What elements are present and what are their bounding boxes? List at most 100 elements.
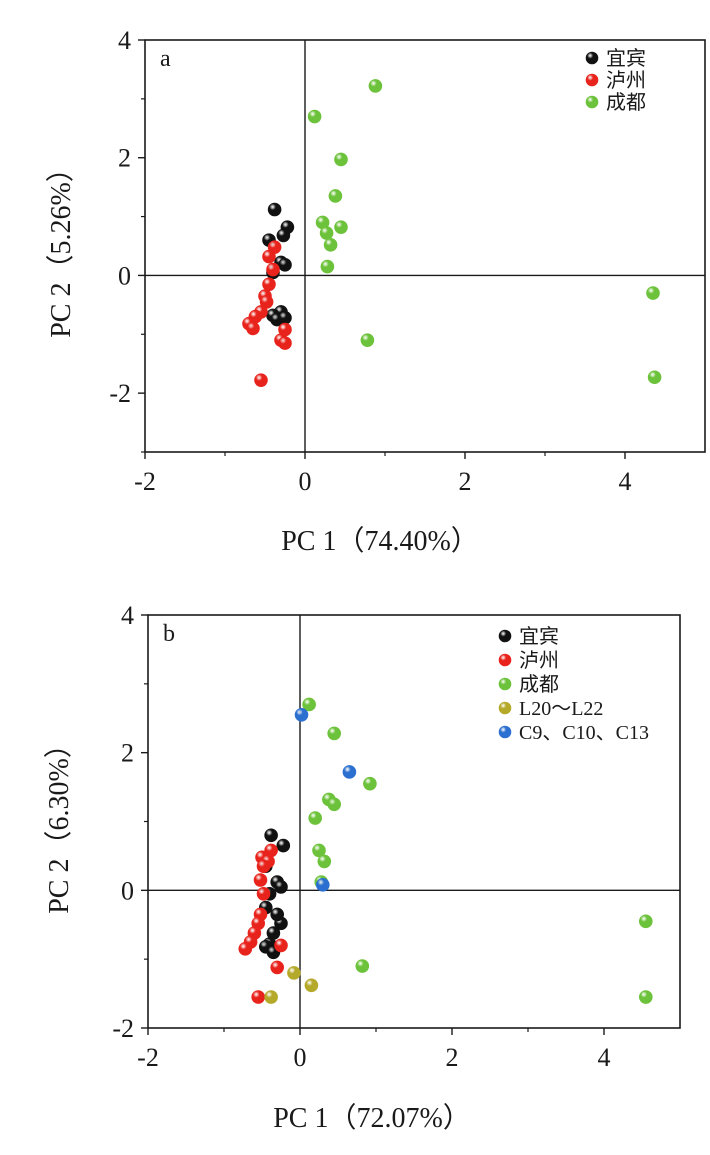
data-point-series-1 — [264, 828, 278, 843]
data-points — [242, 79, 662, 387]
data-point-series-3 — [334, 220, 348, 234]
legend-marker — [585, 51, 599, 65]
data-point-series-3 — [360, 333, 375, 347]
plot-area-frame — [144, 39, 706, 453]
data-point-series-3 — [320, 259, 335, 274]
data-point-series-5 — [315, 878, 330, 892]
legend-label: 宜宾 — [519, 625, 559, 648]
legend-label: 宜宾 — [606, 47, 646, 70]
y-axis-label: PC 2（6.30%） — [43, 730, 75, 914]
x-tick-label: 2 — [459, 467, 472, 496]
data-point-series-1 — [274, 880, 288, 894]
data-point-series-2 — [270, 960, 285, 975]
legend-label: C9、C10、C13 — [519, 722, 649, 744]
legend-label: 泸州 — [519, 649, 559, 672]
legend-label: 成都 — [519, 673, 559, 696]
legend-marker — [498, 701, 512, 715]
x-tick-label: -2 — [134, 467, 156, 496]
legend-marker — [498, 653, 512, 667]
panel-background — [40, 598, 705, 1143]
data-point-series-3 — [317, 854, 332, 869]
y-tick-label: 4 — [121, 601, 134, 630]
data-point-series-3 — [319, 226, 334, 240]
data-point-series-2 — [238, 942, 253, 956]
y-tick-label: -2 — [109, 379, 131, 408]
panel-b: b PC 1（72.07%） PC 2（6.30%） -2 0 2 4 -2 0 2 4 宜宾… — [40, 598, 705, 1143]
legend-label: 成都 — [606, 91, 646, 114]
data-point-series-3 — [308, 811, 323, 825]
y-tick-label: -2 — [112, 1014, 134, 1043]
data-point-series-2 — [246, 321, 260, 336]
data-point-series-4 — [287, 966, 301, 980]
zero-lines — [148, 615, 680, 1028]
x-tick-label: 4 — [619, 467, 632, 496]
data-point-series-2 — [251, 990, 266, 1004]
data-point-series-3 — [368, 79, 383, 93]
panel-a: a PC 1（74.40%） PC 2（5.26%） -2 0 2 4 -2 0 2 4 宜宾… — [40, 18, 706, 558]
data-point-series-3 — [355, 959, 370, 973]
data-point-series-2 — [256, 859, 271, 874]
data-point-series-1 — [270, 907, 285, 922]
data-point-series-5 — [342, 765, 357, 779]
data-point-series-3 — [334, 152, 348, 167]
data-point-series-2 — [266, 262, 280, 277]
x-axis-label: PC 1（74.40%） — [281, 525, 479, 557]
x-axis-label: PC 1（72.07%） — [273, 1102, 471, 1134]
y-tick-label: 0 — [121, 876, 134, 905]
legend-label: 泸州 — [606, 69, 646, 92]
legend-label: L20～L22 — [519, 698, 603, 720]
data-point-series-5 — [294, 708, 309, 722]
panel-background — [40, 18, 705, 558]
data-point-series-2 — [254, 373, 268, 387]
data-point-series-2 — [278, 336, 292, 350]
y-tick-label: 0 — [118, 261, 131, 290]
data-point-series-1 — [276, 228, 291, 243]
data-point-series-3 — [307, 109, 322, 124]
data-point-series-2 — [262, 249, 276, 264]
data-point-series-3 — [328, 189, 343, 203]
data-point-series-3 — [363, 776, 377, 791]
y-tick-label: 4 — [118, 26, 131, 55]
panel-label: a — [160, 46, 171, 72]
data-point-series-3 — [327, 797, 342, 812]
data-point-series-2 — [262, 277, 276, 292]
axis-ticks: -2 0 2 4 -2 0 2 4 — [112, 601, 610, 1072]
y-axis-label: PC 2（5.26%） — [45, 154, 77, 338]
data-point-series-1 — [278, 311, 292, 325]
data-point-series-3 — [647, 370, 662, 385]
legend-marker — [498, 629, 512, 643]
x-tick-label: 4 — [598, 1043, 611, 1072]
data-point-series-4 — [304, 978, 319, 993]
data-point-series-3 — [638, 914, 653, 929]
legend-marker — [585, 73, 599, 87]
zero-lines — [145, 40, 705, 452]
data-point-series-2 — [256, 886, 271, 901]
data-point-series-1 — [276, 838, 291, 853]
legend-marker — [498, 725, 512, 739]
data-point-series-4 — [264, 990, 278, 1004]
legend-marker — [498, 677, 512, 691]
x-tick-label: 2 — [446, 1043, 459, 1072]
axis-ticks: -2 0 2 4 -2 0 2 4 — [109, 26, 631, 496]
data-point-series-1 — [278, 258, 292, 272]
x-tick-label: 0 — [294, 1043, 307, 1072]
data-point-series-3 — [327, 726, 342, 741]
legend-marker — [585, 95, 599, 109]
data-point-series-3 — [646, 286, 660, 300]
data-point-series-2 — [253, 873, 268, 887]
data-point-series-3 — [323, 238, 338, 252]
data-point-series-1 — [267, 202, 282, 217]
data-point-series-3 — [312, 843, 326, 858]
data-points — [238, 697, 653, 1004]
y-tick-label: 2 — [121, 739, 134, 768]
x-tick-label: -2 — [137, 1043, 159, 1072]
panel-label: b — [163, 621, 175, 647]
y-tick-label: 2 — [118, 144, 131, 173]
data-point-series-3 — [302, 697, 316, 712]
x-tick-label: 0 — [299, 467, 312, 496]
data-point-series-3 — [638, 990, 653, 1004]
data-point-series-2 — [274, 938, 288, 953]
